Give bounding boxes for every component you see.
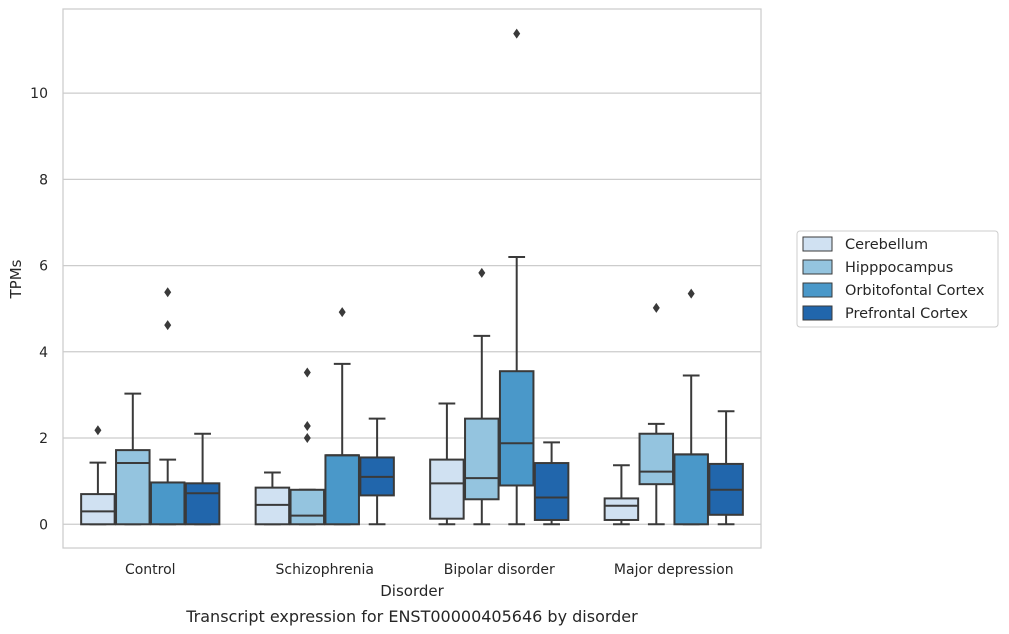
outlier-point (94, 425, 102, 436)
box-hipppocampus-0 (115, 392, 151, 526)
legend-label: Orbitofontal Cortex (845, 283, 985, 299)
chart-caption: Transcript expression for ENST0000040564… (185, 607, 638, 626)
box-orbitofontal-cortex-2 (498, 28, 535, 526)
box-cerebellum-0 (80, 425, 116, 526)
legend-label: Hipppocampus (845, 260, 953, 276)
box-body (638, 432, 675, 486)
outlier-point (303, 433, 311, 444)
outlier-point (303, 420, 311, 431)
x-tick-label: Schizophrenia (276, 562, 374, 578)
outlier-point (303, 367, 311, 378)
box-body (533, 462, 570, 521)
x-tick-label: Bipolar disorder (444, 562, 555, 578)
box-hipppocampus-3 (638, 302, 675, 526)
box-body (289, 488, 326, 526)
y-tick-labels: 0 2 4 6 8 10 (30, 86, 48, 533)
box-hipppocampus-1 (289, 367, 326, 526)
box-body (673, 453, 709, 526)
box-cerebellum-1 (254, 471, 291, 526)
box-orbitofontal-cortex-3 (673, 288, 709, 526)
box-body (254, 486, 291, 526)
box-cerebellum-2 (429, 402, 465, 526)
box-body (464, 417, 500, 501)
box-body (149, 481, 186, 526)
y-axis-label: TPMs (7, 259, 25, 299)
legend-swatch (802, 236, 833, 252)
outlier-point (164, 287, 172, 298)
box-orbitofontal-cortex-1 (324, 307, 360, 526)
y-tick-label: 2 (39, 431, 48, 447)
outlier-point (687, 288, 695, 299)
plot-frame (62, 8, 762, 549)
y-tick-label: 4 (39, 345, 48, 361)
x-tick-labels: Control Schizophrenia Bipolar disorder Majo… (125, 562, 734, 578)
box-body (184, 482, 221, 526)
box-body (429, 458, 465, 520)
legend-label: Cerebellum (845, 237, 928, 253)
outlier-point (513, 28, 521, 39)
outlier-point (338, 307, 346, 318)
legend-swatch (802, 282, 833, 298)
box-prefrontal-cortex-1 (359, 417, 395, 526)
box-prefrontal-cortex-3 (708, 410, 744, 526)
box-body (80, 493, 116, 526)
outlier-point (478, 267, 486, 278)
legend: Cerebellum Hipppocampus Orbitofontal Corte… (796, 230, 999, 328)
box-prefrontal-cortex-0 (184, 432, 221, 526)
y-tick-label: 8 (39, 172, 48, 188)
box-hipppocampus-2 (464, 267, 500, 526)
box-series (80, 28, 744, 526)
box-body (603, 497, 640, 521)
box-body (324, 454, 360, 526)
y-tick-label: 0 (39, 517, 48, 533)
box-body (498, 370, 535, 487)
box-orbitofontal-cortex-0 (149, 287, 186, 526)
legend-swatch (802, 305, 833, 321)
legend-swatch (802, 259, 833, 275)
box-prefrontal-cortex-2 (533, 441, 570, 526)
x-axis-label: Disorder (380, 582, 444, 600)
y-tick-label: 10 (30, 86, 48, 102)
x-tick-label: Control (125, 562, 176, 578)
x-tick-label: Major depression (614, 562, 734, 578)
grid-lines (63, 92, 761, 525)
box-cerebellum-3 (603, 464, 640, 526)
box-body (115, 449, 151, 526)
outlier-point (164, 320, 172, 331)
outlier-point (652, 302, 660, 313)
y-tick-label: 6 (39, 259, 48, 275)
legend-frame (796, 230, 999, 328)
legend-label: Prefrontal Cortex (845, 306, 968, 322)
